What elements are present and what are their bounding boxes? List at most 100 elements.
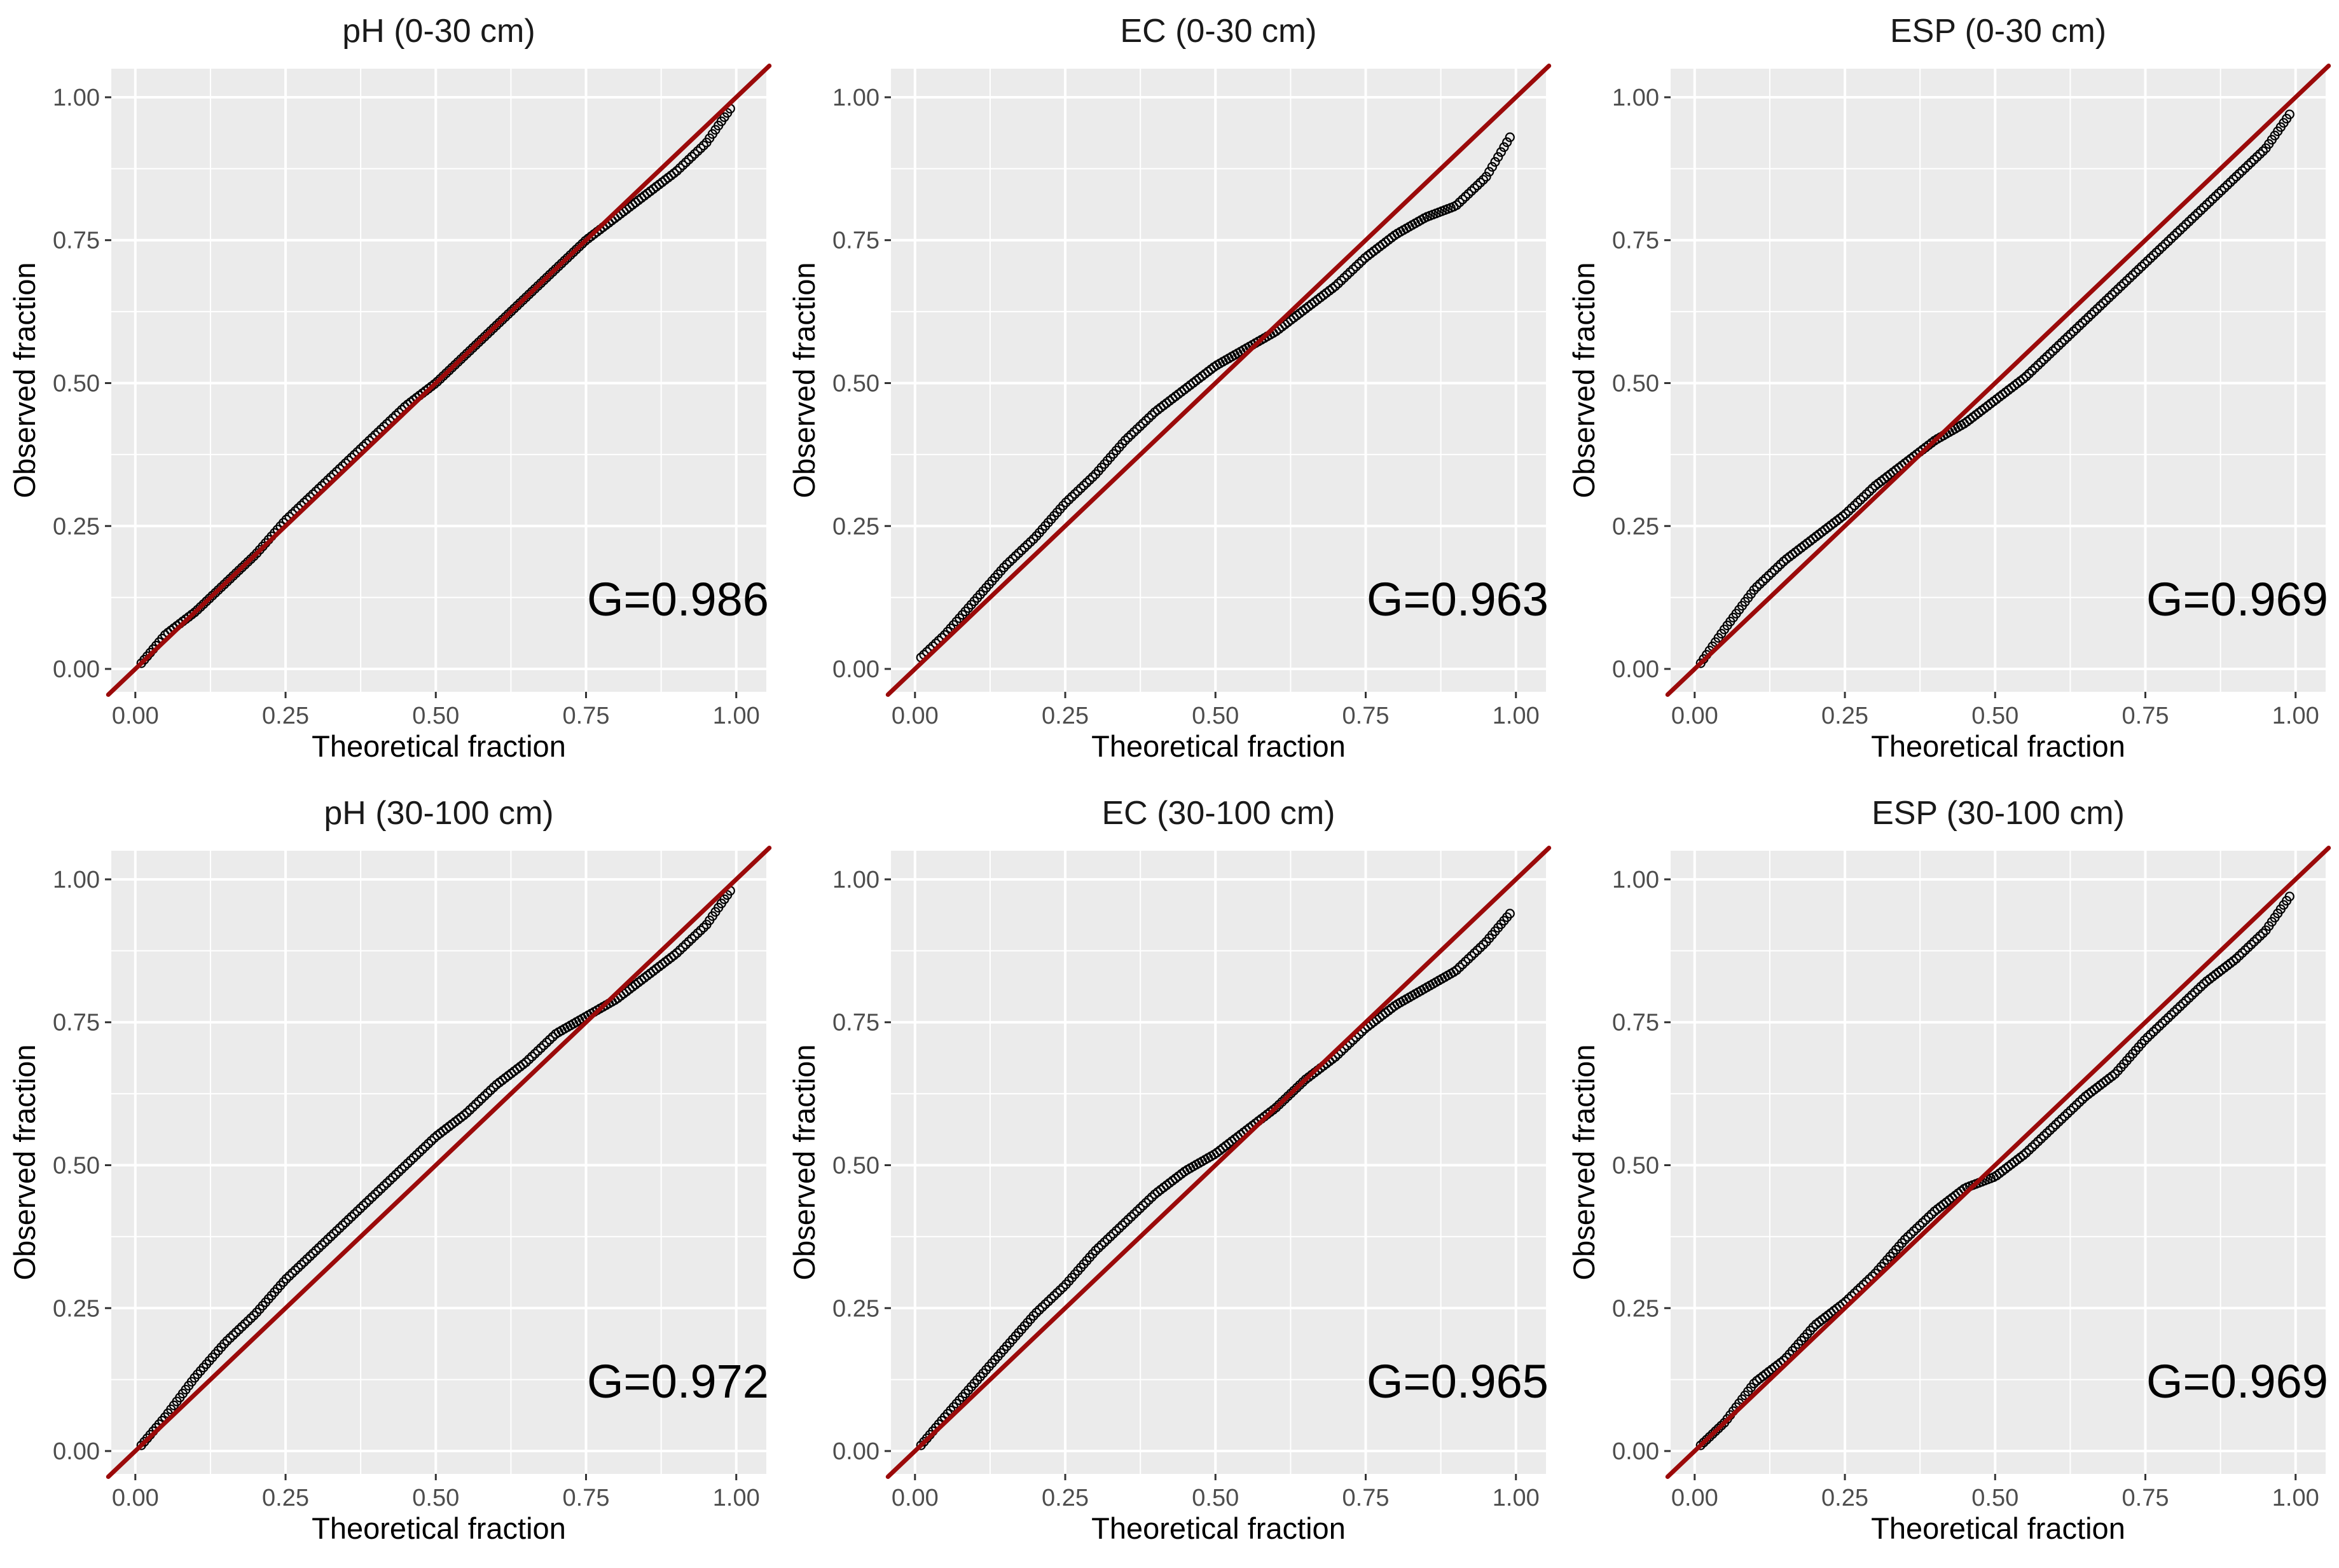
qq-point — [492, 320, 502, 331]
qq-point — [1102, 1234, 1113, 1244]
qq-point — [1007, 554, 1018, 564]
x-tick-label: 0.00 — [892, 703, 939, 729]
qq-point — [2045, 1125, 2055, 1136]
y-tick-label: 0.75 — [1612, 1010, 1659, 1036]
qq-point — [689, 149, 700, 159]
qq-point — [290, 1265, 300, 1276]
qq-point — [680, 157, 691, 167]
qq-point — [322, 1234, 333, 1244]
qq-point — [1838, 511, 1848, 521]
qq-point — [1469, 948, 1480, 958]
gof-annotation: G=0.969 — [2146, 1355, 2328, 1408]
qq-point — [411, 1150, 422, 1160]
qq-point — [2196, 205, 2206, 216]
qq-point — [533, 281, 543, 291]
qq-point — [429, 1133, 439, 1143]
qq-point — [2057, 1114, 2067, 1124]
qq-point — [1147, 410, 1157, 420]
qq-point — [2231, 954, 2242, 964]
qq-point — [237, 1321, 247, 1332]
reference-line — [1665, 846, 2331, 1479]
qq-point — [1135, 1203, 1145, 1214]
qq-panel: 0.00 0.25 0.50 0.75 1.00 0.00 0.25 0.50 0.75 1.00… — [1567, 13, 2331, 763]
qq-point — [2077, 318, 2088, 328]
qq-point — [474, 1096, 484, 1106]
qq-point — [2163, 236, 2174, 247]
qq-point — [1126, 1212, 1136, 1222]
qq-point — [2030, 1139, 2040, 1150]
qq-point — [2089, 306, 2099, 317]
qq-point — [2184, 993, 2194, 1003]
qq-point — [1505, 132, 1515, 142]
qq-point — [2222, 180, 2233, 190]
qq-point — [2018, 1150, 2029, 1160]
qq-point — [1699, 1438, 1709, 1448]
qq-point — [2098, 298, 2108, 308]
qq-point — [2122, 275, 2132, 286]
qq-point — [1049, 1291, 1059, 1301]
qq-point — [1123, 1214, 1133, 1225]
qq-point — [2142, 1032, 2153, 1043]
qq-point — [1046, 1293, 1056, 1303]
qq-point — [2252, 934, 2262, 944]
qq-point — [379, 1181, 389, 1191]
qq-point — [2071, 324, 2081, 334]
qq-point — [1058, 500, 1068, 511]
qq-point — [2255, 931, 2265, 941]
qq-point — [1478, 175, 1489, 185]
qq-point — [1132, 424, 1142, 434]
qq-point — [1360, 253, 1370, 263]
qq-point — [2178, 222, 2188, 232]
qq-point — [2060, 1111, 2070, 1122]
qq-point — [1058, 1282, 1068, 1293]
qq-point — [326, 1232, 336, 1242]
qq-point — [1288, 1085, 1299, 1096]
qq-point — [1493, 152, 1503, 162]
qq-point — [1330, 281, 1341, 291]
qq-point — [548, 1032, 558, 1042]
qq-point — [2190, 210, 2200, 221]
qq-point — [1472, 180, 1482, 191]
qq-point — [1295, 1080, 1305, 1090]
qq-point — [293, 1262, 303, 1273]
qq-point — [2145, 1029, 2156, 1040]
qq-point — [1087, 472, 1098, 482]
qq-point — [2101, 295, 2111, 306]
qq-point — [2139, 1035, 2149, 1045]
qq-point — [2048, 1122, 2058, 1132]
y-tick-label: 1.00 — [832, 867, 880, 893]
qq-point — [2139, 259, 2149, 269]
qq-point — [1906, 1229, 1916, 1239]
qq-point — [1105, 1232, 1115, 1242]
qq-point — [580, 236, 590, 246]
qq-point — [1064, 495, 1074, 505]
qq-point — [2021, 1148, 2031, 1158]
qq-point — [2024, 1145, 2034, 1155]
qq-point — [562, 252, 572, 263]
qq-point — [2166, 233, 2176, 244]
qq-point — [1475, 942, 1486, 952]
qq-point — [524, 1054, 534, 1064]
qq-point — [231, 568, 241, 578]
qq-point — [1066, 492, 1077, 502]
qq-point — [204, 593, 214, 603]
qq-point — [998, 562, 1009, 573]
x-tick-label: 0.25 — [262, 703, 309, 729]
qq-point — [331, 1226, 342, 1236]
qq-point — [521, 1057, 531, 1068]
x-tick-label: 0.25 — [1042, 703, 1089, 729]
qq-point — [2166, 1010, 2176, 1020]
qq-point — [1478, 940, 1489, 950]
qq-point — [696, 143, 706, 153]
qq-point — [693, 928, 703, 939]
gof-annotation: G=0.965 — [1367, 1355, 1549, 1408]
qq-point — [2193, 208, 2203, 218]
qq-point — [1114, 1223, 1124, 1234]
y-tick-label: 0.25 — [832, 513, 880, 540]
qq-point — [2080, 315, 2090, 326]
qq-point — [2148, 250, 2158, 261]
qq-point — [1849, 500, 1859, 511]
qq-point — [2039, 1131, 2049, 1141]
y-tick-label: 0.00 — [1612, 656, 1659, 683]
qq-point — [1749, 1379, 1759, 1389]
